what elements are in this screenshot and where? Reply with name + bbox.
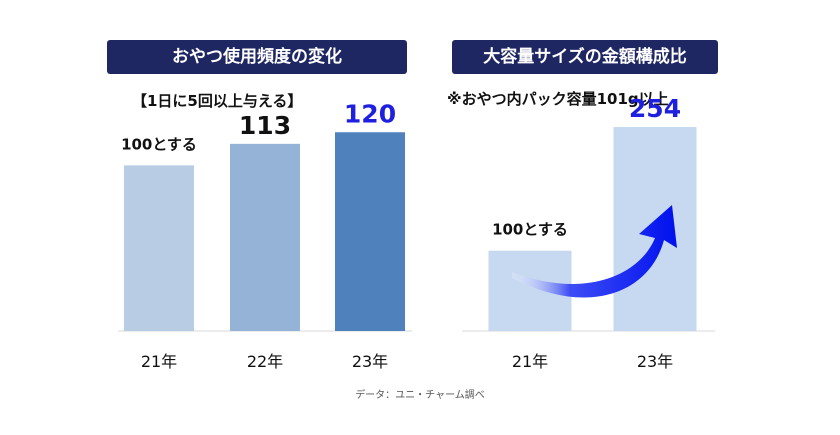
bar-23年	[335, 132, 405, 331]
category-label: 21年	[512, 352, 548, 371]
left-bar-chart: 100とする 21年 113 22年 120 23年	[118, 99, 412, 371]
left-chart-title: おやつ使用頻度の変化	[107, 40, 407, 74]
data-label: 100とする	[121, 135, 197, 153]
data-label: 100とする	[492, 221, 568, 239]
category-label: 21年	[141, 352, 177, 371]
category-label: 23年	[637, 352, 673, 371]
right-chart-subtitle: ※おやつ内パック容量101g以上	[447, 90, 669, 108]
bar-22年	[230, 143, 300, 331]
data-label: 120	[344, 99, 396, 128]
data-source-note: データ：ユニ・チャーム調べ	[355, 390, 485, 401]
data-label: 254	[629, 94, 681, 123]
category-label: 23年	[352, 352, 388, 371]
right-chart-title: 大容量サイズの金額構成比	[452, 40, 718, 74]
growth-arrow-icon	[512, 205, 677, 298]
data-label: 113	[239, 111, 291, 140]
right-bar-chart: 100とする 21年 254 23年	[462, 94, 715, 371]
category-label: 22年	[247, 352, 283, 371]
left-chart-subtitle: 【1日に5回以上与える】	[132, 92, 303, 110]
bar-21年	[124, 165, 194, 331]
